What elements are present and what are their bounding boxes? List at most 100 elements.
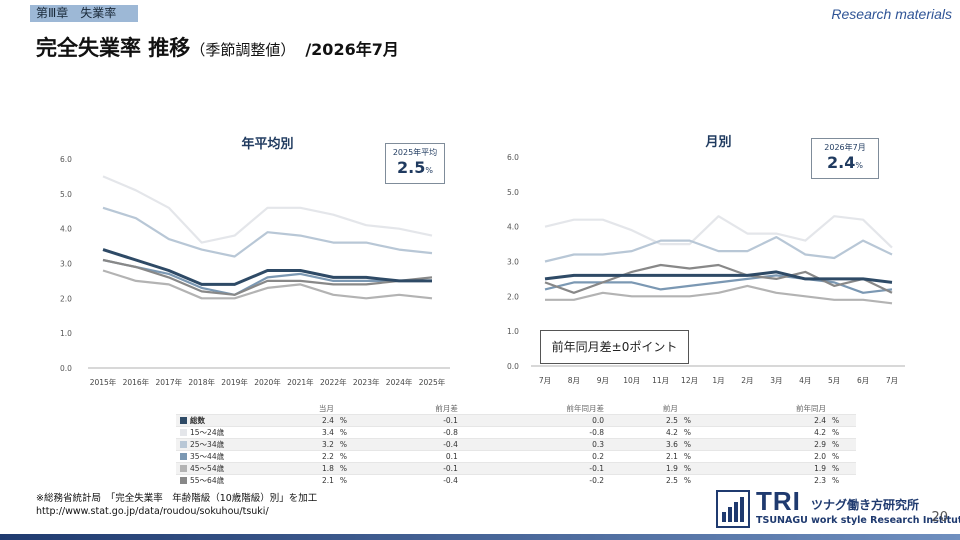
source-line-1: ※総務省統計局 「完全失業率 年齢階級（10歳階級）別」を加工 bbox=[36, 493, 318, 504]
chart-1-xtick: 7月 bbox=[539, 376, 551, 385]
table-row-label: 45～54歳 bbox=[190, 464, 225, 473]
chart-1-ytick: 6.0 bbox=[507, 153, 519, 162]
table-cell-current: 3.2 bbox=[264, 438, 338, 451]
table-cell-unit: % bbox=[830, 474, 856, 486]
table-cell-yoy: 0.3 bbox=[461, 438, 608, 451]
chart-0-xtick: 2016年 bbox=[123, 377, 150, 387]
source-url[interactable]: http://www.stat.go.jp/data/roudou/sokuho… bbox=[36, 506, 269, 517]
yoy-note-box: 前年同月差±0ポイント bbox=[540, 330, 689, 364]
table-row-label: 55～64歳 bbox=[190, 476, 225, 485]
chart-1-ytick: 4.0 bbox=[507, 223, 519, 232]
table-row-label: 35～44歳 bbox=[190, 452, 225, 461]
chart-1-series-age25_34 bbox=[544, 235, 893, 263]
table-cell-unit: % bbox=[830, 414, 856, 427]
chart-0-series-total bbox=[102, 248, 432, 286]
table-cell-mom: 0.1 bbox=[363, 450, 462, 463]
chart-0-ytick: 1.0 bbox=[60, 329, 72, 338]
chart-1-xtick: 12月 bbox=[681, 376, 698, 385]
legend-swatch-total bbox=[180, 417, 187, 424]
table-cell-mom: -0.1 bbox=[363, 462, 462, 475]
chart-1-xtick: 7月 bbox=[886, 376, 898, 385]
chart-1-series-age55_64 bbox=[544, 263, 893, 294]
table-row: 総数 2.4% -0.1 0.0 2.5% 2.4% bbox=[176, 414, 856, 427]
logo-tri-text: TRI bbox=[756, 486, 801, 516]
chart-1-ytick: 0.0 bbox=[507, 362, 519, 371]
table-cell-current: 1.8 bbox=[264, 462, 338, 475]
table-cell-current: 2.4 bbox=[264, 414, 338, 427]
chart-0-xtick: 2020年 bbox=[254, 377, 281, 387]
table-cell-unit: % bbox=[337, 450, 364, 463]
chart-0-ytick: 5.0 bbox=[60, 190, 72, 199]
logo-en-text: TSUNAGU work style Research Institute bbox=[756, 515, 960, 526]
table-cell-prev: 2.5 bbox=[608, 414, 682, 427]
table-cell-unit: % bbox=[681, 438, 708, 451]
chart-1-xtick: 10月 bbox=[623, 376, 640, 385]
table-row-label: 総数 bbox=[190, 416, 205, 425]
table-cell-name: 55～64歳 bbox=[176, 474, 264, 486]
chart-1-xtick: 6月 bbox=[857, 376, 869, 385]
table-cell-yoy: -0.1 bbox=[461, 462, 608, 475]
table-row: 45～54歳 1.8% -0.1 -0.1 1.9% 1.9% bbox=[176, 462, 856, 475]
monthly-callout-unit: % bbox=[855, 161, 863, 170]
table-cell-unit: % bbox=[337, 414, 364, 427]
table-cell-current: 2.2 bbox=[264, 450, 338, 463]
research-label: Research materials bbox=[831, 6, 952, 22]
table-cell-prev-year: 2.4 bbox=[707, 414, 830, 427]
chart-0-series-age25_34 bbox=[102, 206, 433, 258]
table-cell-yoy: -0.8 bbox=[461, 426, 608, 439]
table-cell-unit: % bbox=[681, 426, 708, 439]
chart-0-series-age55_64 bbox=[102, 258, 433, 296]
table-cell-unit: % bbox=[681, 462, 708, 475]
table-cell-unit: % bbox=[337, 474, 364, 486]
chart-0-ytick: 0.0 bbox=[60, 364, 72, 373]
table-header-mom: 前月差 bbox=[435, 404, 458, 413]
table-header-row: 当月 前月差 前年同月差 前月 前年同月 bbox=[176, 403, 856, 415]
chart-0-xtick: 2025年 bbox=[419, 377, 446, 387]
annual-callout: 2025年平均 2.5% bbox=[385, 143, 445, 184]
chart-0-series-age35_44 bbox=[102, 258, 432, 296]
table-cell-unit: % bbox=[337, 462, 364, 475]
chart-1-ytick: 5.0 bbox=[507, 188, 519, 197]
monthly-callout-value: 2.4 bbox=[827, 153, 856, 172]
table-cell-current: 3.4 bbox=[264, 426, 338, 439]
legend-swatch-age15_24 bbox=[180, 429, 187, 436]
table-cell-prev: 3.6 bbox=[608, 438, 682, 451]
chart-0-title: 年平均別 bbox=[241, 136, 293, 152]
chart-1-xtick: 11月 bbox=[652, 376, 669, 385]
table-cell-name: 25～34歳 bbox=[176, 438, 264, 451]
chart-1-xtick: 4月 bbox=[799, 376, 811, 385]
legend-swatch-age25_34 bbox=[180, 441, 187, 448]
chart-1-xtick: 1月 bbox=[712, 376, 724, 385]
table-header-name bbox=[176, 403, 264, 415]
table-cell-name: 総数 bbox=[176, 414, 264, 427]
table-row: 25～34歳 3.2% -0.4 0.3 3.6% 2.9% bbox=[176, 438, 856, 451]
chart-0-xtick: 2021年 bbox=[287, 377, 314, 387]
table-cell-prev-year: 1.9 bbox=[707, 462, 830, 475]
table-cell-unit: % bbox=[337, 426, 364, 439]
table-cell-prev: 2.5 bbox=[608, 474, 682, 486]
table-cell-prev-year: 2.3 bbox=[707, 474, 830, 486]
table-cell-prev-year: 4.2 bbox=[707, 426, 830, 439]
tri-logo: TRI ツナグ働き方研究所 TSUNAGU work style Researc… bbox=[716, 486, 960, 530]
table-cell-prev: 1.9 bbox=[608, 462, 682, 475]
chart-1-series-total bbox=[544, 270, 893, 284]
table-cell-unit: % bbox=[681, 474, 708, 486]
table-cell-mom: -0.4 bbox=[363, 438, 462, 451]
chart-1-xtick: 5月 bbox=[828, 376, 840, 385]
chart-0-ytick: 4.0 bbox=[60, 225, 72, 234]
chart-0-ytick: 6.0 bbox=[60, 155, 72, 164]
table-cell-prev-year: 2.9 bbox=[707, 438, 830, 451]
table-row-label: 25～34歳 bbox=[190, 440, 225, 449]
chart-1-title: 月別 bbox=[704, 135, 731, 150]
table-cell-yoy: -0.2 bbox=[461, 474, 608, 486]
chart-0-xtick: 2024年 bbox=[386, 377, 413, 387]
logo-jp-text: ツナグ働き方研究所 bbox=[811, 498, 920, 512]
table-header-current: 当月 bbox=[318, 404, 334, 413]
chart-1-ytick: 3.0 bbox=[507, 258, 519, 267]
table-row: 55～64歳 2.1% -0.4 -0.2 2.5% 2.3% bbox=[176, 474, 856, 486]
chart-1-xtick: 2月 bbox=[741, 376, 753, 385]
table-row-label: 15～24歳 bbox=[190, 428, 225, 437]
table-header-prev-year: 前年同月 bbox=[796, 404, 826, 413]
summary-table: 当月 前月差 前年同月差 前月 前年同月 総数 2.4% -0.1 0.0 2.5% 2.… bbox=[176, 403, 856, 486]
chart-1-series-age15_24 bbox=[544, 215, 893, 249]
